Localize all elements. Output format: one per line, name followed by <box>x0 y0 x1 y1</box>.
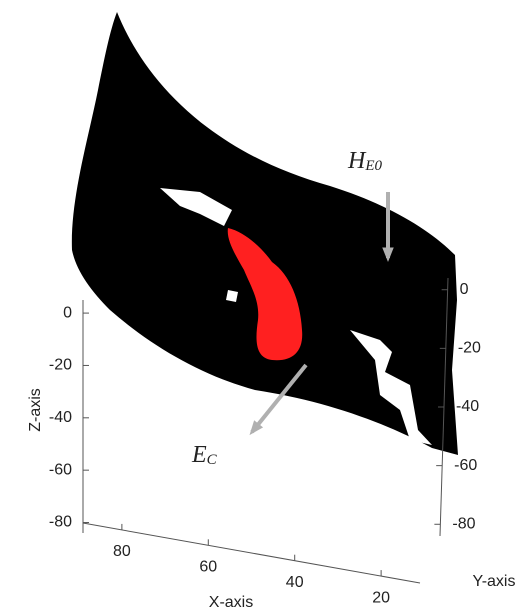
z-tick-label: -80 <box>49 514 72 531</box>
y-tick-label: 0 <box>460 281 469 298</box>
chart: 0 -20 -40 -60 -80 80 60 40 20 0 -20 -40 -60 -80 Z-axi… <box>0 0 529 615</box>
y-tick-label: -80 <box>452 515 475 532</box>
y-tick-label: -40 <box>456 398 479 415</box>
x-tick-label: 80 <box>113 543 131 560</box>
z-tick-label: -40 <box>49 409 72 426</box>
z-tick-label: -20 <box>49 357 72 374</box>
axis-label: X-axis <box>209 594 253 611</box>
x-tick-label: 60 <box>199 559 217 576</box>
cloud-hole <box>226 290 238 302</box>
annotation-text: H <box>347 148 367 174</box>
axis-label: Y-axis <box>473 573 516 590</box>
x-tick-label: 40 <box>286 574 304 591</box>
z-tick-label: 0 <box>63 304 72 321</box>
axis-label: Z-axis <box>27 388 44 432</box>
annotation-text: E <box>191 442 207 468</box>
z-tick-label: -60 <box>49 461 72 478</box>
y-tick-label: -20 <box>458 340 481 357</box>
x-tick-label: 20 <box>372 589 390 606</box>
annotation-subscript: C <box>207 452 218 468</box>
annotation: EC <box>191 442 218 469</box>
x-axis-line <box>83 523 420 583</box>
y-tick-label: -60 <box>454 457 477 474</box>
annotation: HE0 <box>347 148 383 175</box>
annotation-subscript: E0 <box>364 158 382 174</box>
